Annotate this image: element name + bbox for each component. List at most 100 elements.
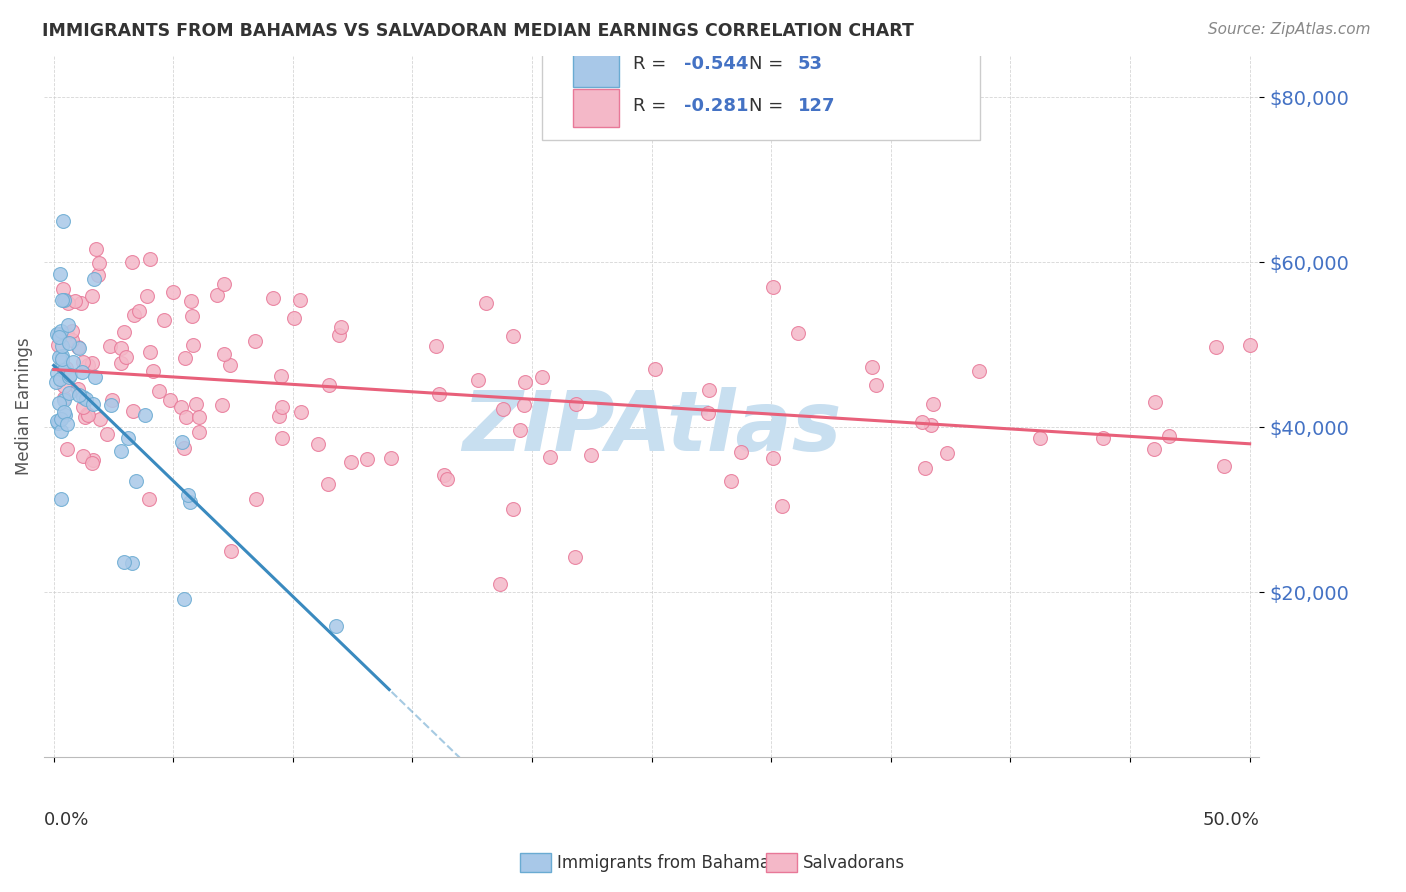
- Point: [121, 404, 143, 418]
- Point: [174, 410, 197, 425]
- Point: [509, 423, 531, 437]
- Point: [188, 409, 211, 424]
- Point: [124, 475, 146, 489]
- Point: [56, 417, 79, 432]
- Point: [270, 368, 292, 383]
- Point: [920, 418, 942, 433]
- Point: [72, 390, 94, 404]
- Point: [72, 400, 94, 414]
- Point: [59, 368, 82, 382]
- Point: [49, 267, 72, 281]
- Point: [564, 550, 586, 565]
- Point: [48, 330, 70, 344]
- Point: [475, 296, 498, 310]
- Point: [205, 288, 228, 302]
- Point: [696, 406, 718, 420]
- Point: [110, 341, 132, 355]
- Point: [89, 412, 111, 426]
- Point: [502, 502, 524, 516]
- Point: [170, 401, 193, 415]
- Point: [502, 329, 524, 343]
- Point: [62, 333, 84, 347]
- Point: [117, 431, 139, 445]
- Point: [86, 243, 108, 257]
- FancyBboxPatch shape: [543, 35, 980, 140]
- FancyBboxPatch shape: [572, 89, 619, 128]
- Point: [170, 435, 193, 450]
- Point: [245, 491, 267, 506]
- Point: [488, 577, 510, 591]
- Point: [80, 456, 103, 470]
- Point: [98, 339, 121, 353]
- Point: [96, 426, 118, 441]
- Point: [121, 556, 143, 570]
- Point: [1029, 431, 1052, 445]
- Point: [142, 364, 165, 378]
- Point: [214, 346, 236, 360]
- Point: [340, 455, 363, 469]
- Point: [128, 304, 150, 318]
- Point: [52, 391, 75, 405]
- Point: [48, 327, 70, 342]
- Point: [184, 397, 207, 411]
- Point: [138, 252, 160, 266]
- Point: [181, 310, 204, 324]
- Text: R =: R =: [634, 97, 672, 115]
- Point: [46, 417, 69, 431]
- Point: [325, 618, 347, 632]
- Point: [84, 369, 107, 384]
- Point: [53, 392, 76, 407]
- Point: [176, 488, 198, 502]
- Point: [579, 448, 602, 462]
- Point: [110, 355, 132, 369]
- Point: [860, 360, 883, 375]
- Point: [134, 408, 156, 422]
- Point: [52, 214, 75, 228]
- Point: [762, 280, 785, 294]
- Point: [179, 495, 201, 509]
- Point: [45, 326, 67, 341]
- Point: [219, 358, 242, 372]
- Point: [492, 402, 515, 417]
- Point: [429, 386, 451, 401]
- Point: [967, 364, 990, 378]
- Point: [173, 442, 195, 456]
- Point: [112, 555, 135, 569]
- Point: [644, 362, 666, 376]
- Point: [51, 354, 73, 368]
- Point: [425, 339, 447, 353]
- Point: [45, 376, 67, 390]
- Point: [122, 308, 145, 322]
- Text: Salvadorans: Salvadorans: [803, 854, 905, 871]
- Text: -0.281: -0.281: [685, 97, 749, 115]
- Point: [173, 592, 195, 607]
- Point: [762, 450, 785, 465]
- Point: [72, 449, 94, 463]
- Point: [262, 291, 284, 305]
- Point: [53, 293, 76, 307]
- Point: [1212, 458, 1234, 473]
- Point: [51, 349, 73, 363]
- Point: [720, 474, 742, 488]
- Point: [76, 408, 98, 422]
- Point: [513, 375, 536, 389]
- Point: [70, 365, 93, 379]
- Point: [77, 358, 100, 372]
- Point: [52, 282, 75, 296]
- Point: [865, 378, 887, 392]
- Point: [82, 397, 104, 411]
- Point: [318, 378, 340, 392]
- Point: [51, 324, 73, 338]
- Point: [100, 393, 122, 408]
- Point: [181, 338, 204, 352]
- Point: [65, 294, 87, 309]
- Point: [530, 370, 553, 384]
- Point: [159, 393, 181, 408]
- Point: [115, 350, 138, 364]
- Point: [51, 412, 73, 426]
- Point: [67, 387, 90, 401]
- Point: [139, 345, 162, 359]
- Point: [55, 326, 77, 341]
- Point: [83, 271, 105, 285]
- Point: [283, 311, 305, 326]
